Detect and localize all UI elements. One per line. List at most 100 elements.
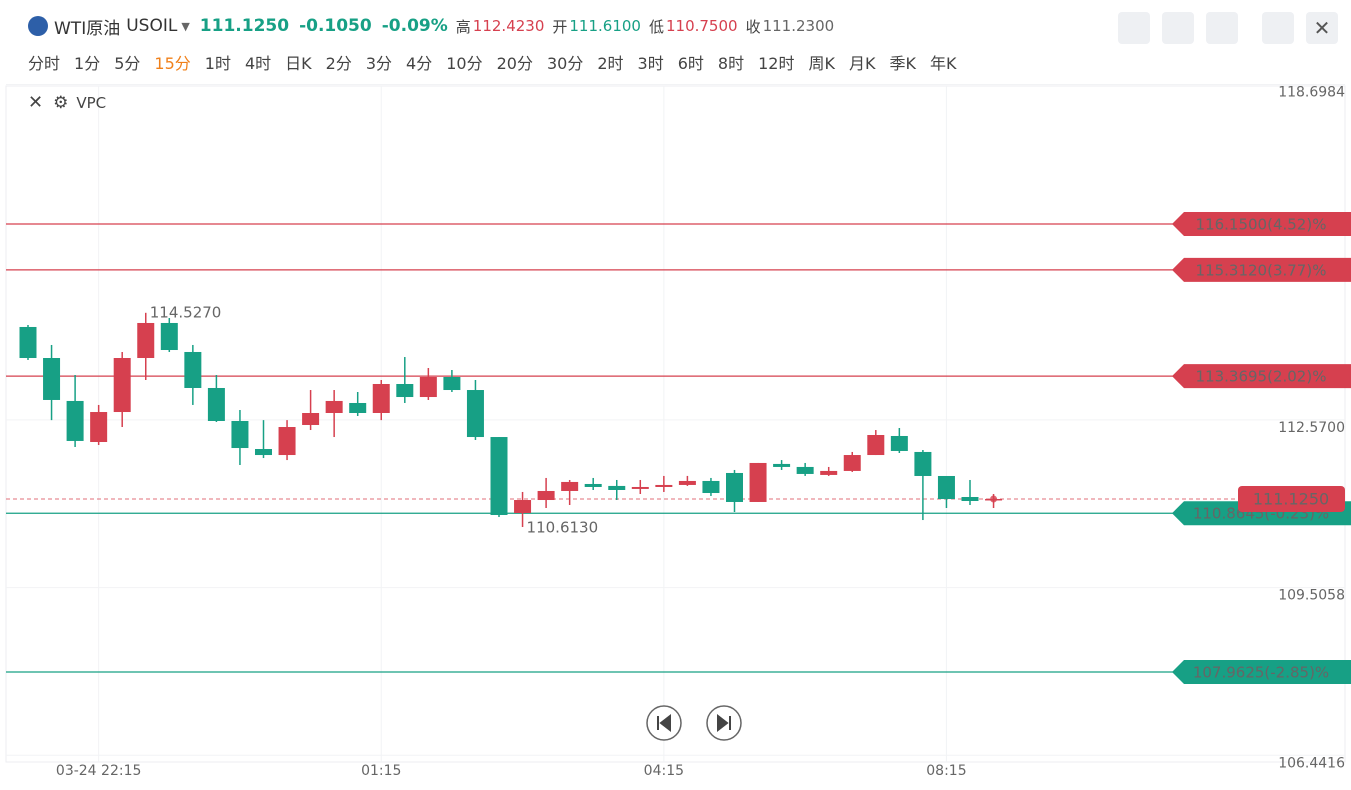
candle-body — [278, 427, 296, 456]
timeframe[interactable]: 日K — [285, 54, 312, 73]
candle-body — [443, 376, 461, 391]
timeframe[interactable]: 1时 — [204, 54, 231, 73]
timeframe[interactable]: 年K — [929, 54, 957, 73]
next-icon — [717, 713, 731, 733]
timeframe[interactable]: 10分 — [446, 54, 483, 73]
candle-body — [113, 358, 131, 413]
x-tick-label: 04:15 — [644, 763, 684, 779]
close-button[interactable]: ✕ — [1306, 12, 1338, 44]
settings[interactable]: ⚙ — [53, 92, 69, 113]
level-tag — [1172, 364, 1351, 389]
candle-body — [419, 376, 437, 398]
candle-body — [773, 463, 791, 467]
candle-body — [890, 435, 908, 451]
candle-body — [726, 472, 743, 502]
candle-body — [372, 383, 390, 414]
candle-body — [867, 434, 885, 456]
level-label: 115.3120(3.77)% — [1196, 261, 1327, 279]
level-label: 116.1500(4.52)% — [1196, 215, 1327, 233]
timeframe[interactable]: 月K — [848, 54, 876, 73]
candle-body — [749, 462, 767, 502]
indicator-name: VPC — [76, 93, 107, 112]
candle-body — [961, 497, 979, 501]
candle-body — [937, 475, 955, 500]
candle-body — [702, 480, 720, 494]
candle-body — [796, 466, 814, 474]
candle-body — [678, 480, 696, 485]
high-label: 高 — [455, 17, 471, 36]
playback[interactable] — [646, 705, 742, 741]
prev-icon — [657, 713, 671, 733]
open: 111.6100 — [569, 17, 641, 35]
timeframe[interactable]: 季K — [889, 54, 916, 73]
remove-indicator[interactable]: ✕ — [28, 92, 44, 113]
level-label: 113.3695(2.02)% — [1196, 368, 1327, 386]
candle-body — [843, 455, 861, 471]
y-tick-label: 106.4416 — [1278, 755, 1345, 771]
symbol[interactable]: USOIL — [126, 16, 178, 36]
x-tick-label: 08:15 — [926, 763, 966, 779]
close: 111.2300 — [762, 17, 835, 35]
candle-body — [19, 326, 37, 359]
timeframe[interactable]: 2分 — [325, 54, 352, 73]
level-tag — [1172, 257, 1351, 282]
change-pct: -0.09% — [381, 16, 448, 36]
candle-body — [514, 500, 532, 514]
timeframe[interactable]: 6时 — [677, 54, 704, 73]
toolbar-button[interactable] — [1162, 12, 1194, 44]
candle-body — [325, 400, 343, 414]
candle-body — [820, 470, 838, 475]
candle-body — [608, 485, 626, 490]
timeframe[interactable]: 3时 — [637, 54, 664, 73]
level-tag — [1172, 211, 1351, 236]
timeframe[interactable]: 15分 — [154, 54, 191, 73]
timeframe[interactable]: 周K — [808, 54, 835, 73]
low: 110.7500 — [665, 17, 738, 35]
toolbar-button[interactable] — [1206, 12, 1238, 44]
timeframe[interactable]: 4分 — [406, 54, 433, 73]
candle-body — [43, 358, 61, 400]
low-label: 低 — [648, 17, 664, 36]
candle-body — [66, 400, 84, 441]
candle-body — [207, 387, 225, 421]
timeframes: 分时 1分 5分 15分 1时 4时 日K 2分 3分 4分 10分 20分 30分 2时 3时 6时 8时 12… — [28, 50, 970, 74]
timeframe[interactable]: 2时 — [597, 54, 624, 73]
dropdown-arrow[interactable]: ▼ — [181, 19, 190, 33]
plot-frame — [5, 85, 1346, 763]
timeframe[interactable]: 4时 — [244, 54, 272, 73]
candle-body — [396, 383, 414, 398]
last-price-tag — [1238, 485, 1345, 512]
indicator: ✕ ⚙ VPC — [28, 92, 106, 113]
timeframe[interactable]: 30分 — [546, 54, 584, 73]
candle-body — [137, 322, 155, 359]
candle-body — [631, 486, 649, 489]
candle-body — [490, 437, 508, 516]
y-tick-label: 109.5058 — [1278, 588, 1345, 604]
y-tick-label: 118.6984 — [1278, 85, 1345, 101]
candle-body — [302, 413, 320, 425]
timeframe[interactable]: 8时 — [717, 54, 745, 73]
y-tick-label: 112.5700 — [1278, 420, 1345, 436]
timeframe[interactable]: 12时 — [758, 54, 795, 73]
timeframe[interactable]: 1分 — [74, 54, 101, 73]
instrument-name[interactable]: WTI原油 — [54, 18, 121, 39]
timeframe[interactable]: 20分 — [496, 54, 533, 73]
fullscreen-button[interactable] — [1262, 12, 1294, 44]
last-price-label: 111.1250 — [1253, 489, 1329, 508]
candle-body — [655, 484, 673, 487]
high: 112.4230 — [472, 17, 545, 35]
timeframe[interactable]: 5分 — [114, 54, 141, 73]
toolbar-button[interactable] — [1118, 12, 1150, 44]
candle-body — [255, 449, 272, 456]
candle-body — [584, 483, 602, 487]
candle-body — [561, 481, 579, 491]
price: 111.1250 — [199, 16, 290, 36]
timeframe[interactable]: 分时 — [28, 54, 61, 73]
change: -0.1050 — [299, 16, 372, 36]
candle-body — [184, 351, 202, 388]
last-price-dot — [990, 495, 998, 503]
timeframe[interactable]: 3分 — [365, 54, 393, 73]
candle-body — [914, 451, 932, 476]
